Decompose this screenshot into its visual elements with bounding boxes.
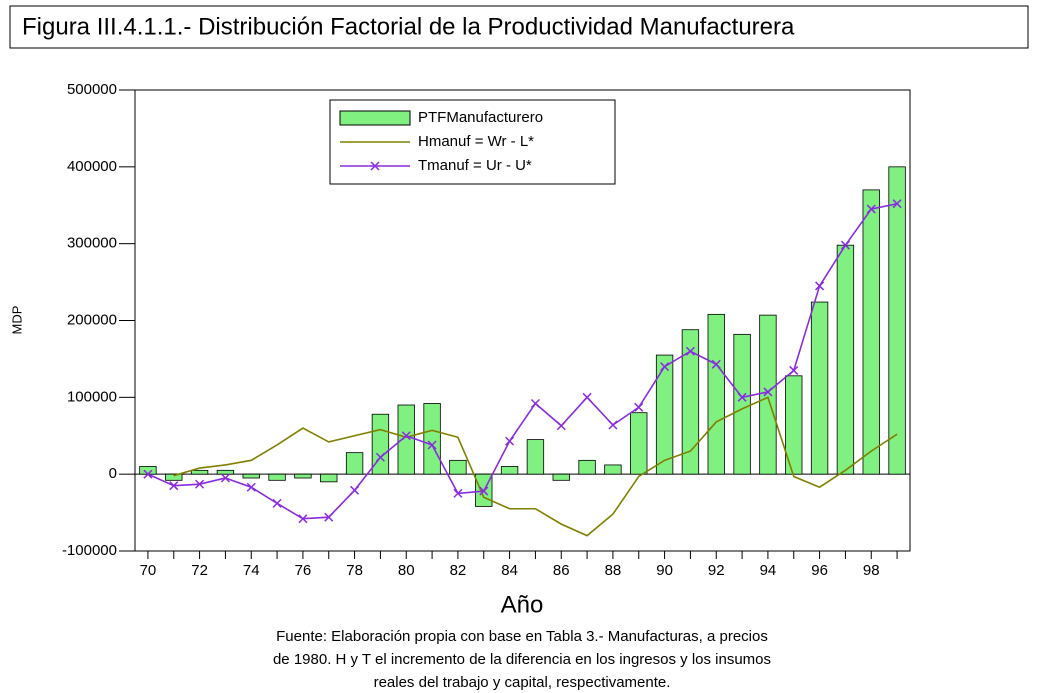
- y-tick-label: 300000: [67, 235, 117, 252]
- y-tick-label: -100000: [62, 542, 117, 559]
- point-marker: [892, 199, 902, 209]
- bar: [810, 301, 829, 475]
- point-marker: [143, 469, 153, 479]
- point-marker: [427, 440, 437, 450]
- bar: [268, 473, 286, 481]
- y-tick-label: 400000: [67, 158, 117, 175]
- bar: [449, 459, 467, 475]
- point-marker: [298, 514, 308, 524]
- point-marker: [530, 398, 540, 409]
- point-marker: [866, 204, 876, 214]
- point-marker: [505, 436, 515, 446]
- point-marker: [272, 498, 282, 508]
- legend-marker: [370, 161, 380, 171]
- point-marker: [169, 481, 179, 491]
- bar: [630, 412, 648, 475]
- point-marker: [634, 402, 644, 412]
- point-marker: [608, 420, 618, 430]
- x-tick-label: 96: [811, 562, 828, 579]
- point-marker: [815, 281, 825, 291]
- point-marker: [479, 486, 489, 496]
- bar: [371, 413, 390, 475]
- footnote: de 1980. H y T el incremento de la difer…: [273, 651, 771, 668]
- legend-swatch: [339, 110, 411, 126]
- bar: [862, 189, 880, 475]
- x-tick-label: 92: [708, 562, 725, 579]
- x-tick-label: 94: [760, 562, 777, 579]
- footnote: Fuente: Elaboración propia con base en T…: [276, 628, 768, 645]
- title-box: [9, 5, 1029, 49]
- bar: [888, 166, 906, 475]
- line: [147, 202, 898, 520]
- point-marker: [582, 392, 592, 402]
- bar: [190, 469, 209, 475]
- bar: [733, 333, 751, 475]
- x-tick-label: 88: [605, 562, 622, 579]
- point-marker: [195, 479, 205, 489]
- legend-label: Tmanuf = Ur - U*: [418, 157, 532, 174]
- x-axis-label: Año: [501, 591, 544, 618]
- bar: [604, 464, 622, 475]
- bar: [552, 473, 570, 481]
- y-tick-label: 0: [109, 465, 117, 482]
- bar: [759, 314, 777, 475]
- legend-label: Hmanuf = Wr - L*: [418, 133, 534, 150]
- point-marker: [246, 482, 256, 492]
- bar: [294, 473, 312, 479]
- plot-frame: [134, 89, 911, 552]
- bar: [139, 466, 157, 475]
- x-tick-label: 78: [346, 562, 363, 579]
- bar: [836, 244, 855, 475]
- legend-label: PTFManufacturero: [418, 109, 543, 126]
- bar: [707, 313, 725, 475]
- x-tick-label: 76: [295, 562, 312, 579]
- bar: [320, 473, 338, 483]
- y-axis-label: MDP: [9, 306, 24, 335]
- bar: [165, 473, 183, 481]
- x-tick-label: 80: [398, 562, 415, 579]
- bar: [500, 466, 519, 475]
- bar: [655, 354, 674, 475]
- bar: [242, 473, 260, 479]
- y-tick-label: 100000: [67, 388, 117, 405]
- y-tick-label: 500000: [67, 81, 117, 98]
- x-tick-label: 90: [656, 562, 673, 579]
- x-tick-label: 86: [553, 562, 570, 579]
- bar: [681, 329, 700, 475]
- bar: [397, 404, 415, 475]
- x-tick-label: 84: [501, 562, 518, 579]
- bar: [526, 439, 545, 475]
- chart-title: Figura III.4.1.1.- Distribución Factoria…: [22, 13, 795, 40]
- bar: [216, 469, 235, 475]
- point-marker: [453, 488, 463, 498]
- point-marker: [324, 512, 334, 522]
- point-marker: [763, 387, 773, 397]
- x-tick-label: 98: [863, 562, 880, 579]
- point-marker: [711, 359, 721, 369]
- bar: [423, 403, 441, 475]
- point-marker: [556, 421, 566, 431]
- point-marker: [685, 346, 695, 356]
- point-marker: [350, 485, 360, 495]
- x-tick-label: 74: [243, 562, 260, 579]
- point-marker: [737, 392, 747, 402]
- point-marker: [789, 365, 799, 375]
- point-marker: [375, 452, 385, 462]
- x-tick-label: 82: [450, 562, 467, 579]
- footnote: reales del trabajo y capital, respectiva…: [374, 674, 671, 691]
- x-tick-label: 72: [191, 562, 208, 579]
- bar: [578, 459, 596, 475]
- line: [173, 396, 898, 537]
- point-marker: [220, 473, 230, 483]
- point-marker: [840, 240, 850, 250]
- point-marker: [660, 362, 670, 372]
- y-tick-label: 200000: [67, 311, 117, 328]
- x-tick-label: 70: [140, 562, 157, 579]
- point-marker: [401, 431, 411, 441]
- bar: [345, 452, 364, 475]
